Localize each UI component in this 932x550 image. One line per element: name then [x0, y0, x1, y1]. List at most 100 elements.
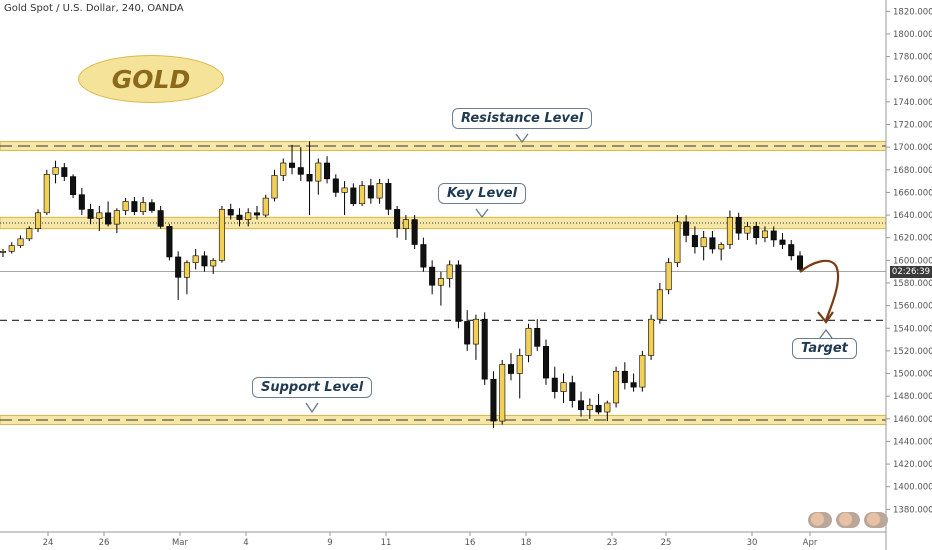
candle-body — [297, 167, 304, 175]
candle-body — [35, 212, 42, 229]
candle-body — [507, 364, 514, 374]
candle-body — [779, 239, 786, 245]
event-flag-icon[interactable] — [808, 512, 832, 528]
price-axis[interactable]: 1380.000 1400.000 1420.000 1440.000 1460.000… — [885, 0, 932, 550]
candle-body — [341, 187, 348, 193]
price-tick-label: 1800.000 — [893, 30, 932, 40]
support-level-callout: Support Level — [252, 377, 373, 398]
candle-body — [218, 209, 225, 261]
candle-body — [796, 255, 804, 270]
countdown-price-tag: 02:26:39 — [890, 266, 932, 278]
candle-body — [744, 226, 751, 234]
price-tick-label: 1560.000 — [893, 302, 932, 312]
candle-body — [735, 217, 742, 234]
price-tick-label: 1580.000 — [893, 279, 932, 289]
candle-body — [78, 194, 85, 210]
price-tick-label: 1480.000 — [893, 392, 932, 402]
candle-body — [420, 244, 427, 268]
candle-body — [709, 237, 716, 250]
target-callout-pointer — [819, 328, 833, 339]
candle-body — [131, 201, 138, 212]
price-tick-label: 1540.000 — [893, 324, 932, 334]
candle-body — [70, 176, 77, 195]
candle-body — [236, 214, 243, 220]
candle-body — [306, 174, 313, 182]
event-flags — [808, 512, 888, 528]
time-tick-label: 23 — [607, 538, 618, 548]
candle-body — [148, 202, 155, 211]
chart-title: Gold Spot / U.S. Dollar, 240, OANDA — [4, 3, 184, 14]
projection-arrow — [799, 259, 840, 321]
candle-body — [464, 321, 471, 345]
candle-body — [674, 221, 681, 263]
candle-body — [105, 212, 112, 225]
candle-body — [753, 226, 760, 239]
price-tick-label: 1520.000 — [893, 347, 932, 357]
candle-body — [192, 255, 199, 263]
candle-body — [578, 400, 585, 411]
price-tick-label: 1440.000 — [893, 437, 932, 447]
candle-body — [613, 370, 620, 404]
candle-body — [394, 209, 401, 229]
time-axis[interactable]: 24 26 Mar 4 9 11 16 18 23 25 30 Apr — [0, 531, 886, 548]
candle-body — [534, 327, 541, 347]
candle-body — [201, 255, 208, 267]
candle-body — [437, 278, 444, 286]
candle-body — [560, 382, 567, 392]
candle-body — [499, 364, 506, 422]
candle-body — [289, 162, 296, 168]
candle-body — [271, 175, 278, 199]
candle-body — [569, 382, 576, 401]
candle-body — [87, 209, 94, 219]
target-callout: Target — [792, 338, 857, 359]
candle-body — [411, 219, 418, 245]
symbol-badge: GOLD — [78, 55, 224, 103]
price-tick-label: 1380.000 — [893, 505, 932, 515]
candle-body — [429, 266, 436, 286]
candle-body — [166, 226, 173, 258]
projection-arrowhead — [817, 311, 834, 324]
time-tick-label: 24 — [43, 538, 54, 548]
candle-body — [446, 264, 453, 279]
candle-body — [490, 378, 497, 422]
candle-body — [96, 212, 103, 219]
candle-body — [52, 167, 59, 175]
price-tick-label: 1720.000 — [893, 121, 932, 131]
candle-body — [586, 404, 593, 411]
resistance-level-callout: Resistance Level — [452, 108, 593, 129]
candle-body — [253, 212, 261, 216]
candle-body — [595, 404, 602, 413]
candle-body — [8, 245, 15, 252]
candle-body — [455, 264, 462, 322]
event-flag-icon[interactable] — [836, 512, 860, 528]
candle-body — [280, 162, 287, 176]
price-tick-label: 1400.000 — [893, 483, 932, 493]
candle-body — [648, 318, 655, 356]
candle-body — [551, 377, 558, 392]
candle-body — [621, 370, 628, 383]
candle-body — [718, 244, 725, 250]
candle-body — [0, 250, 7, 253]
candle-body — [525, 327, 532, 356]
time-tick-label: 26 — [99, 538, 110, 548]
candle-body — [700, 237, 707, 248]
candle-body — [639, 355, 646, 388]
candle-body — [761, 230, 768, 239]
candle-body — [61, 167, 68, 177]
candle-body — [542, 346, 550, 379]
support-callout-pointer — [305, 402, 319, 414]
time-tick-label: 11 — [381, 538, 392, 548]
candle-body — [630, 382, 637, 388]
price-tick-label: 1660.000 — [893, 188, 932, 198]
resistance-callout-pointer — [515, 133, 529, 144]
candle-body — [481, 318, 488, 380]
time-tick-label: Mar — [172, 538, 189, 548]
candle-body — [324, 162, 331, 180]
candle-body — [43, 174, 50, 214]
event-flag-icon[interactable] — [864, 512, 888, 528]
candle-body — [683, 221, 690, 236]
candle-body — [315, 162, 322, 182]
price-tick-label: 1820.000 — [893, 7, 932, 17]
candle-body — [770, 230, 777, 241]
